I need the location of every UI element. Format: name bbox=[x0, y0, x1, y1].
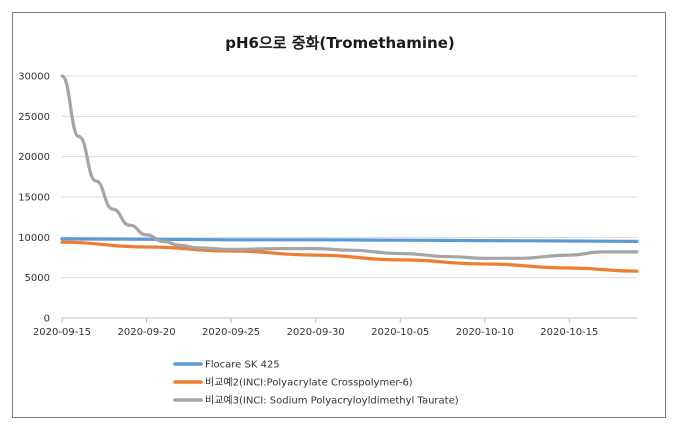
x-tick-label: 2020-09-25 bbox=[202, 327, 260, 338]
x-tick-label: 2020-09-20 bbox=[117, 327, 175, 338]
x-tick-label: 2020-09-15 bbox=[33, 327, 91, 338]
y-tick-label: 20000 bbox=[18, 152, 50, 163]
series-line-1 bbox=[60, 237, 639, 243]
series-line-2 bbox=[60, 240, 639, 273]
legend-label-3: 비교예3(INCI: Sodium Polyacryloyldimethyl T… bbox=[205, 395, 459, 407]
y-tick-label: 15000 bbox=[18, 193, 50, 204]
legend-label-2: 비교예2(INCI:Polyacrylate Crosspolymer-6) bbox=[205, 377, 413, 389]
x-tick-label: 2020-10-15 bbox=[540, 327, 598, 338]
y-tick-label: 0 bbox=[44, 314, 50, 325]
legend-label-1: Flocare SK 425 bbox=[205, 360, 280, 371]
y-tick-label: 25000 bbox=[18, 112, 50, 123]
x-tick-label: 2020-09-30 bbox=[287, 327, 345, 338]
y-tick-label: 10000 bbox=[18, 233, 50, 244]
y-tick-label: 30000 bbox=[18, 72, 50, 83]
x-tick-label: 2020-10-05 bbox=[371, 327, 429, 338]
x-tick-label: 2020-10-10 bbox=[456, 327, 514, 338]
y-tick-label: 5000 bbox=[25, 273, 50, 284]
series-line-3 bbox=[60, 74, 639, 260]
chart-title: pH6으로 중화(Tromethamine) bbox=[225, 34, 455, 52]
